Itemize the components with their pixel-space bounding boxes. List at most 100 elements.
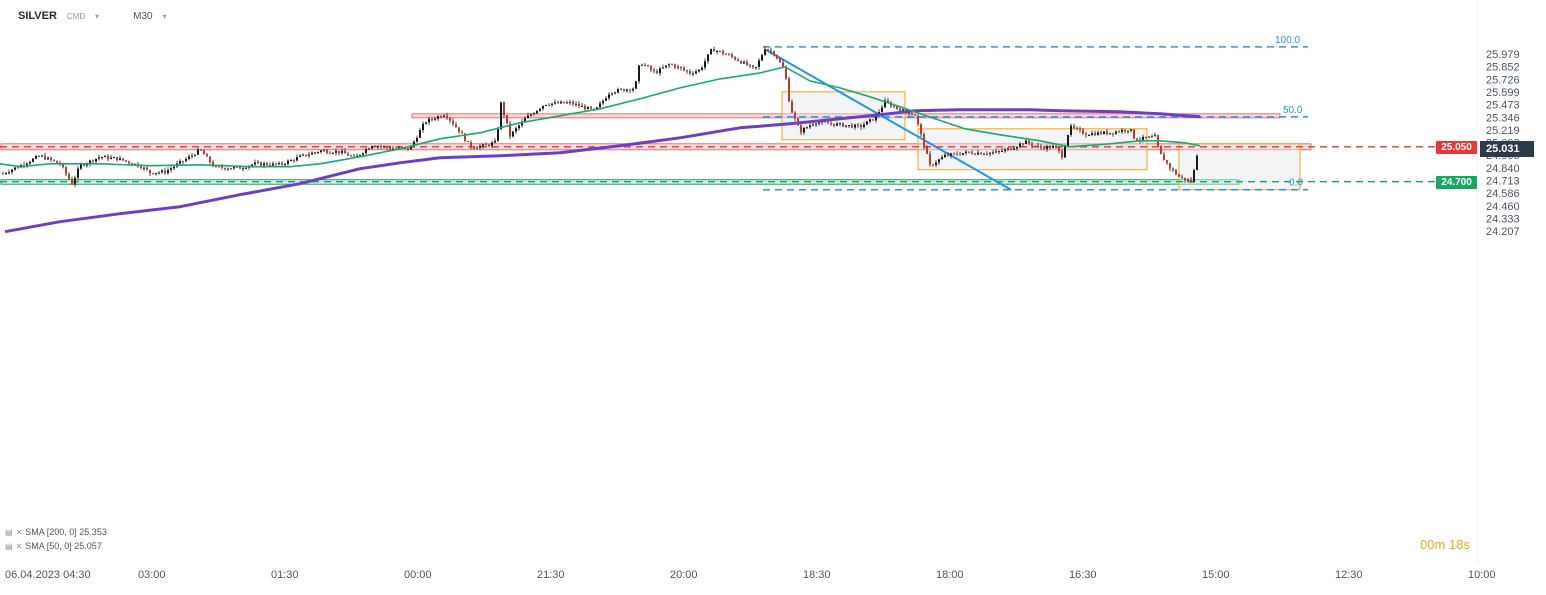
close-icon[interactable]: ✕ xyxy=(15,527,23,537)
candle-body xyxy=(344,150,346,154)
candle-body xyxy=(464,133,466,141)
candle-body xyxy=(86,163,88,166)
candle-body xyxy=(713,48,715,52)
legend-sma200[interactable]: ▤ ✕ SMA [200, 0] 25.353 xyxy=(5,527,107,537)
candle-body xyxy=(1094,133,1096,136)
candle-body xyxy=(1007,148,1009,150)
chevron-down-icon[interactable]: ▾ xyxy=(162,11,167,21)
candle-body xyxy=(812,124,814,126)
symbol-label[interactable]: SILVER xyxy=(18,10,57,22)
candle-body xyxy=(1016,146,1018,149)
candle-body xyxy=(452,120,454,125)
settings-icon[interactable]: ▤ xyxy=(5,541,13,551)
candle-body xyxy=(155,173,157,175)
candle-body xyxy=(161,170,163,173)
candle-body xyxy=(428,118,430,123)
candle-body xyxy=(929,153,931,165)
candle-body xyxy=(143,167,145,169)
candle-body xyxy=(524,118,526,122)
candle-body xyxy=(677,66,679,68)
candle-body xyxy=(659,68,661,74)
candle-body xyxy=(170,168,172,170)
candle-body xyxy=(857,124,859,126)
candle-body xyxy=(443,115,445,117)
candle-body xyxy=(770,50,772,52)
candle-body xyxy=(488,144,490,146)
candle-body xyxy=(1004,149,1006,152)
candle-body xyxy=(794,112,796,119)
legend-sma50[interactable]: ▤ ✕ SMA [50, 0] 25.057 xyxy=(5,541,102,551)
candle-body xyxy=(140,166,142,169)
candle-body xyxy=(1064,146,1066,158)
candle-body xyxy=(302,154,304,156)
source-label[interactable]: CMD xyxy=(66,11,86,21)
candle-body xyxy=(542,105,544,109)
candle-body xyxy=(341,150,343,153)
candle-body xyxy=(851,125,853,128)
candle-body xyxy=(587,106,589,110)
candle-body xyxy=(866,121,868,125)
candle-body xyxy=(272,163,274,166)
candle-body xyxy=(1013,148,1015,150)
candle-body xyxy=(407,147,409,150)
candle-body xyxy=(458,127,460,132)
candle-body xyxy=(1178,174,1180,177)
candle-body xyxy=(617,89,619,93)
candle-body xyxy=(1193,170,1195,182)
candle-body xyxy=(284,164,286,166)
candle-body xyxy=(941,157,943,160)
candle-body xyxy=(869,119,871,122)
candle-body xyxy=(920,124,922,135)
candle-body xyxy=(734,56,736,60)
candle-body xyxy=(449,117,451,121)
pattern-box xyxy=(781,91,906,141)
candle-body xyxy=(1112,133,1114,135)
candle-body xyxy=(1070,125,1072,136)
candle-body xyxy=(227,168,229,170)
candle-body xyxy=(563,101,565,104)
close-icon[interactable]: ✕ xyxy=(15,541,23,551)
candle-body xyxy=(491,142,493,146)
candle-body xyxy=(206,154,208,157)
candle-body xyxy=(1019,143,1021,147)
y-tick-label: 25.473 xyxy=(1486,100,1520,112)
chevron-down-icon[interactable]: ▾ xyxy=(95,11,100,21)
candle-body xyxy=(545,104,547,106)
candle-body xyxy=(314,152,316,154)
candle-body xyxy=(62,164,64,168)
candle-body xyxy=(134,163,136,165)
candle-body xyxy=(98,157,100,159)
candle-body xyxy=(818,122,820,124)
candle-body xyxy=(482,144,484,146)
legend-sma200-label: SMA [200, 0] 25.353 xyxy=(25,527,107,537)
candle-body xyxy=(212,162,214,167)
candle-body xyxy=(788,78,790,102)
candle-body xyxy=(1172,168,1174,171)
candle-body xyxy=(725,53,727,55)
candle-body xyxy=(1043,147,1045,150)
candle-body xyxy=(923,134,925,147)
x-tick-label: 03:00 xyxy=(138,569,166,581)
x-tick-label: 06.04.2023 04:30 xyxy=(5,569,91,581)
candle-body xyxy=(110,157,112,159)
y-tick-label: 25.726 xyxy=(1486,74,1520,86)
resistance-price-tag: 25.050 xyxy=(1436,140,1477,154)
candle-body xyxy=(74,177,76,185)
sma50-line xyxy=(0,66,1201,168)
candle-body xyxy=(665,65,667,68)
candle-body xyxy=(317,152,319,154)
candle-body xyxy=(518,125,520,129)
candle-body xyxy=(980,152,982,155)
candle-body xyxy=(956,153,958,155)
settings-icon[interactable]: ▤ xyxy=(5,527,13,537)
candle-body xyxy=(80,164,82,169)
candle-body xyxy=(377,146,379,148)
candle-body xyxy=(275,163,277,165)
candle-body xyxy=(1001,151,1003,153)
candle-body xyxy=(371,146,373,149)
candle-body xyxy=(203,150,205,155)
timeframe-label[interactable]: M30 xyxy=(133,10,153,22)
candle-body xyxy=(830,123,832,125)
